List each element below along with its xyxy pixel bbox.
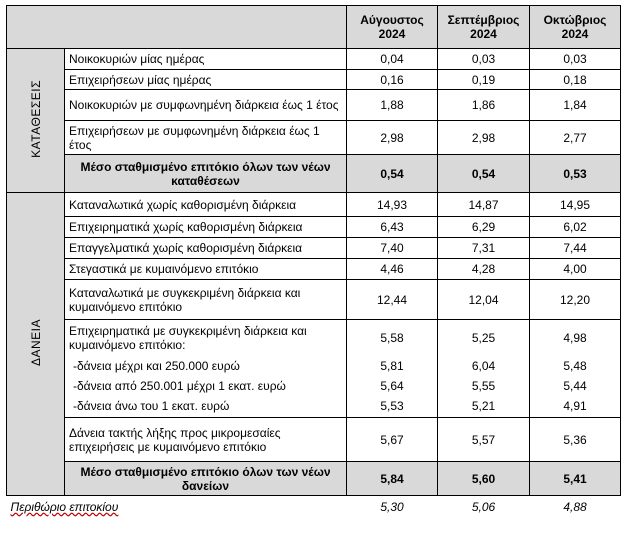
cell-value: 5,21: [437, 395, 530, 418]
cell-value: 5,48: [529, 355, 621, 376]
interest-rates-table: Αύγουστος 2024 Σεπτέμβριος 2024 Οκτώβριο…: [6, 5, 621, 518]
table-row: Επιχειρήσεων μίας ημέρας 0,16 0,19 0,18: [7, 69, 621, 90]
cell-value: 0,18: [529, 69, 621, 90]
table-row: Δάνεια τακτής λήξης προς μικρομεσαίες επ…: [7, 417, 621, 462]
cell-value: 5,44: [529, 375, 621, 396]
cell-value: 14,93: [346, 192, 438, 217]
row-label: Επαγγελματικά χωρίς καθορισμένη διάρκεια: [64, 237, 347, 259]
cell-value: 7,44: [529, 237, 621, 259]
cell-value: 1,88: [346, 89, 438, 121]
rates-table-container: Αύγουστος 2024 Σεπτέμβριος 2024 Οκτώβριο…: [6, 5, 621, 518]
margin-label: Περιθώριο επιτοκίου: [10, 499, 119, 514]
cell-value: 0,03: [529, 48, 621, 70]
cell-value: 5,53: [346, 395, 438, 418]
cell-value: 0,16: [346, 69, 438, 90]
cell-value: 7,31: [437, 237, 530, 259]
cell-value: 5,60: [437, 461, 530, 496]
cell-value: 0,53: [529, 154, 621, 193]
row-label: Μέσο σταθμισμένο επιτόκιο όλων των νέων …: [64, 154, 347, 193]
header-sep: Σεπτέμβριος 2024: [437, 5, 530, 49]
cell-value: 6,29: [437, 216, 530, 238]
cell-value: 7,40: [346, 237, 438, 259]
cell-value: 4,28: [437, 258, 530, 280]
cell-value: 2,98: [437, 120, 530, 155]
table-row: -δάνεια από 250.001 μέχρι 1 εκατ. ευρώ 5…: [7, 375, 621, 396]
cell-value: 5,06: [471, 499, 496, 514]
row-label: Νοικοκυριών με συμφωνημένη διάρκεια έως …: [64, 89, 347, 121]
row-label: Επιχειρήσεων με συμφωνημένη διάρκεια έως…: [64, 120, 347, 155]
cell-value: 4,00: [529, 258, 621, 280]
cell-value: 12,44: [346, 279, 438, 320]
row-label: Επιχειρηματικά με συγκεκριμένη διάρκεια …: [64, 319, 347, 356]
table-row: Επιχειρήσεων με συμφωνημένη διάρκεια έως…: [7, 120, 621, 155]
cell-value: 6,02: [529, 216, 621, 238]
row-label: Δάνεια τακτής λήξης προς μικρομεσαίες επ…: [64, 417, 347, 462]
deposits-section-label: ΚΑΤΑΘΕΣΕΙΣ: [6, 48, 65, 193]
table-row: -δάνεια άνω του 1 εκατ. ευρώ 5,53 5,21 4…: [7, 395, 621, 418]
cell-value: 0,03: [437, 48, 530, 70]
cell-value: 2,77: [529, 120, 621, 155]
cell-value: 6,43: [346, 216, 438, 238]
loans-section-label: ΔΑΝΕΙΑ: [6, 192, 65, 496]
cell-value: 5,30: [380, 499, 404, 514]
header-row: Αύγουστος 2024 Σεπτέμβριος 2024 Οκτώβριο…: [6, 5, 621, 49]
cell-value: 0,54: [437, 154, 530, 193]
table-row: Στεγαστικά με κυμαινόμενο επιτόκιο 4,46 …: [7, 258, 621, 280]
cell-value: 2,98: [346, 120, 438, 155]
cell-value: 1,84: [529, 89, 621, 121]
header-blank: [6, 5, 347, 49]
table-row: Καταναλωτικά με συγκεκριμένη διάρκεια κα…: [7, 279, 621, 320]
cell-value: 4,46: [346, 258, 438, 280]
loans-total-row: Μέσο σταθμισμένο επιτόκιο όλων των νέων …: [6, 461, 621, 496]
cell-value: 6,04: [437, 355, 530, 376]
cell-value: 5,84: [346, 461, 438, 496]
table-row: ΔΑΝΕΙΑ Καταναλωτικά χωρίς καθορισμένη δι…: [6, 192, 621, 496]
cell-value: 5,64: [346, 375, 438, 396]
cell-value: 5,25: [437, 319, 530, 356]
cell-value: 4,88: [563, 499, 587, 514]
cell-value: 5,41: [529, 461, 621, 496]
row-label: Καταναλωτικά με συγκεκριμένη διάρκεια κα…: [64, 279, 347, 320]
row-label: Μέσο σταθμισμένο επιτόκιο όλων των νέων …: [64, 461, 347, 496]
cell-value: 12,20: [529, 279, 621, 320]
cell-value: 4,98: [529, 319, 621, 356]
row-label: -δάνεια από 250.001 μέχρι 1 εκατ. ευρώ: [64, 375, 347, 396]
cell-value: 5,36: [529, 417, 621, 462]
cell-value: 0,54: [346, 154, 438, 193]
cell-value: 0,19: [437, 69, 530, 90]
header-aug: Αύγουστος 2024: [346, 5, 438, 49]
row-label: Νοικοκυριών μίας ημέρας: [64, 48, 347, 70]
table-row: ΚΑΤΑΘΕΣΕΙΣ Νοικοκυριών μίας ημέρας 0,04 …: [6, 48, 621, 193]
row-label: Στεγαστικά με κυμαινόμενο επιτόκιο: [64, 258, 347, 280]
table-row: -δάνεια μέχρι και 250.000 ευρώ 5,81 6,04…: [7, 355, 621, 376]
cell-value: 0,04: [346, 48, 438, 70]
table-row: Νοικοκυριών με συμφωνημένη διάρκεια έως …: [7, 89, 621, 121]
cell-value: 14,95: [529, 192, 621, 217]
cell-value: 12,04: [437, 279, 530, 320]
cell-value: 5,67: [346, 417, 438, 462]
deposits-total-row: Μέσο σταθμισμένο επιτόκιο όλων των νέων …: [6, 154, 621, 193]
header-oct: Οκτώβριος 2024: [529, 5, 621, 49]
table-row: Επιχειρηματικά χωρίς καθορισμένη διάρκει…: [7, 216, 621, 238]
row-label: -δάνεια μέχρι και 250.000 ευρώ: [64, 355, 347, 376]
row-label: Επιχειρήσεων μίας ημέρας: [64, 69, 347, 90]
row-label: Επιχειρηματικά χωρίς καθορισμένη διάρκει…: [64, 216, 347, 238]
table-row: Επιχειρηματικά με συγκεκριμένη διάρκεια …: [7, 319, 621, 356]
table-row: Επαγγελματικά χωρίς καθορισμένη διάρκεια…: [7, 237, 621, 259]
cell-value: 4,91: [529, 395, 621, 418]
cell-value: 1,86: [437, 89, 530, 121]
cell-value: 5,57: [437, 417, 530, 462]
row-label: Καταναλωτικά χωρίς καθορισμένη διάρκεια: [64, 192, 347, 217]
margin-row: Περιθώριο επιτοκίου 5,30 5,06 4,88: [7, 496, 621, 518]
cell-value: 5,58: [346, 319, 438, 356]
cell-value: 5,55: [437, 375, 530, 396]
cell-value: 14,87: [437, 192, 530, 217]
cell-value: 5,81: [346, 355, 438, 376]
row-label: -δάνεια άνω του 1 εκατ. ευρώ: [64, 395, 347, 418]
